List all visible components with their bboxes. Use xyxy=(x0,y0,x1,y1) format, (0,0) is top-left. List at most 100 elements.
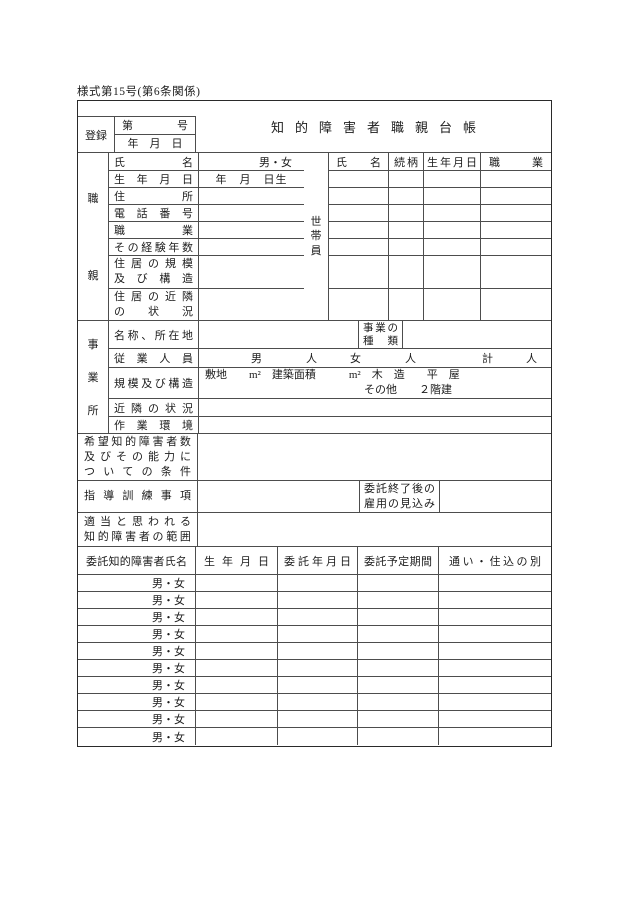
row-name-location: 名称、所在地 事業の 種類 xyxy=(109,321,551,349)
phone-value xyxy=(199,205,304,221)
scale-structure-value: 敷地 m² 建築面積 m² 木 造 平 屋 その他 ２階建 xyxy=(199,368,551,398)
training-section: 指導訓練事項 委託終了後の 雇用の見込み xyxy=(78,481,551,513)
house-scale-label-line1: 住居の規模 xyxy=(114,258,193,270)
household-header-row: 氏名 続柄 生年月日 職業 xyxy=(329,153,551,171)
desired-count-value xyxy=(198,434,551,480)
household-header-occupation: 職業 xyxy=(489,156,543,169)
row-house-neighborhood: 住居の近隣 の状況 xyxy=(109,289,304,320)
post-commission-label-cell: 委託終了後の 雇用の見込み xyxy=(360,481,440,512)
row-address: 住所 xyxy=(109,188,304,205)
consignment-header-commute: 通い・住込の別 xyxy=(449,555,541,568)
post-commission-label-line2: 雇用の見込み xyxy=(364,497,435,510)
household-table: 氏名 続柄 生年月日 職業 xyxy=(329,153,551,320)
vocational-parent-section: 職親 氏名 男・女 生年月日 年 月 日生 住所 電話番号 職業 xyxy=(78,153,551,321)
gender-option: 男・女 xyxy=(78,626,196,642)
name-label: 氏名 xyxy=(114,156,193,169)
jigyosho-vertical-label: 事業所 xyxy=(87,338,99,418)
work-environment-label: 作業環境 xyxy=(114,420,193,432)
scale-value-line2: その他 ２階建 xyxy=(364,384,452,396)
desired-count-label-line3: ついての条件 xyxy=(84,465,191,478)
gender-option: 男・女 xyxy=(78,575,196,591)
house-neighborhood-label-line2: の状況 xyxy=(114,305,193,318)
row-birthdate: 生年月日 年 月 日生 xyxy=(109,171,304,188)
name-value-gender: 男・女 xyxy=(259,156,292,169)
neighborhood-label: 近隣の状況 xyxy=(114,402,193,415)
shokuoya-vertical-label: 職親 xyxy=(87,192,99,283)
consignment-row: 男・女 xyxy=(78,677,551,694)
employees-value: 男 人 女 人 計 人 xyxy=(251,353,537,365)
training-value xyxy=(198,481,360,512)
household-row xyxy=(329,188,551,205)
gender-option: 男・女 xyxy=(78,609,196,625)
consignment-header-row: 委託知的障害者氏名 生年月日 委託年月日 委託予定期間 通い・住込の別 xyxy=(78,547,551,575)
section-label-shokuoya: 職親 xyxy=(78,153,109,320)
business-type-label-line2: 種類 xyxy=(363,335,398,347)
gender-option: 男・女 xyxy=(78,643,196,659)
house-neighborhood-value xyxy=(199,289,304,320)
parent-detail-rows: 氏名 男・女 生年月日 年 月 日生 住所 電話番号 職業 その経験年数 xyxy=(109,153,304,320)
household-row xyxy=(329,256,551,289)
consignment-header-birthdate: 生年月日 xyxy=(204,555,269,568)
section-label-jigyosho: 事業所 xyxy=(78,321,109,433)
birthdate-label: 生年月日 xyxy=(114,174,193,186)
house-scale-label-line2: 及び構造 xyxy=(114,273,193,285)
experience-value xyxy=(199,239,304,255)
address-value xyxy=(199,188,304,204)
form-number: 様式第15号(第6条関係) xyxy=(77,86,201,98)
business-type-value xyxy=(403,321,551,348)
occupation-value xyxy=(199,222,304,238)
business-detail-rows: 名称、所在地 事業の 種類 従業人員 男 人 女 人 計 人 規模及び構造 敷地… xyxy=(109,321,551,433)
desired-count-label-line1: 希望知的障害者数 xyxy=(84,435,191,448)
gender-option: 男・女 xyxy=(78,694,196,710)
desired-count-label-line2: 及びその能力に xyxy=(84,450,191,463)
employees-label: 従業人員 xyxy=(114,353,193,365)
business-type-cell: 事業の 種類 xyxy=(359,321,403,348)
work-environment-value xyxy=(199,417,551,433)
row-employees: 従業人員 男 人 女 人 計 人 xyxy=(109,349,551,368)
registration-block: 登録 第号 年 月 日 xyxy=(78,116,196,152)
registration-date-cell: 年 月 日 xyxy=(115,135,195,152)
training-label-cell: 指導訓練事項 xyxy=(78,481,198,512)
household-row xyxy=(329,222,551,239)
row-phone: 電話番号 xyxy=(109,205,304,222)
gender-option: 男・女 xyxy=(78,711,196,727)
household-row xyxy=(329,205,551,222)
house-neighborhood-label-line1: 住居の近隣 xyxy=(114,290,193,303)
scale-value-line1: 敷地 m² 建築面積 m² 木 造 平 屋 xyxy=(205,369,460,381)
row-house-scale: 住居の規模 及び構造 xyxy=(109,256,304,289)
consignment-header-period: 委託予定期間 xyxy=(364,555,432,568)
consignment-table: 委託知的障害者氏名 生年月日 委託年月日 委託予定期間 通い・住込の別 男・女 … xyxy=(78,547,551,746)
gender-option: 男・女 xyxy=(78,677,196,693)
suitable-range-section: 適当と思われる 知的障害者の範囲 xyxy=(78,513,551,547)
scale-structure-label: 規模及び構造 xyxy=(114,378,193,390)
header-section: 登録 第号 年 月 日 知的障害者職親台帳 xyxy=(78,101,551,153)
consignment-row: 男・女 xyxy=(78,592,551,609)
household-row xyxy=(329,239,551,256)
suitable-range-label: 適当と思われる 知的障害者の範囲 xyxy=(78,513,198,546)
desired-count-section: 希望知的障害者数 及びその能力に ついての条件 xyxy=(78,434,551,481)
business-office-section: 事業所 名称、所在地 事業の 種類 従業人員 男 人 女 人 計 人 規模及び構… xyxy=(78,321,551,434)
household-header-relation: 続柄 xyxy=(394,156,418,169)
row-experience: その経験年数 xyxy=(109,239,304,256)
gender-option: 男・女 xyxy=(78,728,196,745)
household-header-name: 氏名 xyxy=(336,156,381,169)
registration-date-label: 年 月 日 xyxy=(127,138,183,151)
consignment-row: 男・女 xyxy=(78,694,551,711)
address-label: 住所 xyxy=(114,191,193,203)
form-title: 知的障害者職親台帳 xyxy=(270,120,487,135)
neighborhood-value xyxy=(199,399,551,416)
consignment-row: 男・女 xyxy=(78,626,551,643)
consignment-row: 男・女 xyxy=(78,609,551,626)
form-sheet: 登録 第号 年 月 日 知的障害者職親台帳 職親 氏名 男・女 生年月日 xyxy=(77,100,552,747)
registration-rows: 第号 年 月 日 xyxy=(115,117,195,152)
consignment-row: 男・女 xyxy=(78,575,551,592)
training-label: 指導訓練事項 xyxy=(84,490,191,502)
household-header-birthdate: 生年月日 xyxy=(427,156,477,169)
row-name: 氏名 男・女 xyxy=(109,153,304,171)
suitable-range-label-line2: 知的障害者の範囲 xyxy=(84,530,191,543)
setai-vertical-label: 世帯員 xyxy=(310,216,322,257)
birthdate-value: 年 月 日生 xyxy=(215,174,288,186)
registration-label: 登録 xyxy=(78,117,115,152)
registration-number-cell: 第号 xyxy=(115,117,195,135)
